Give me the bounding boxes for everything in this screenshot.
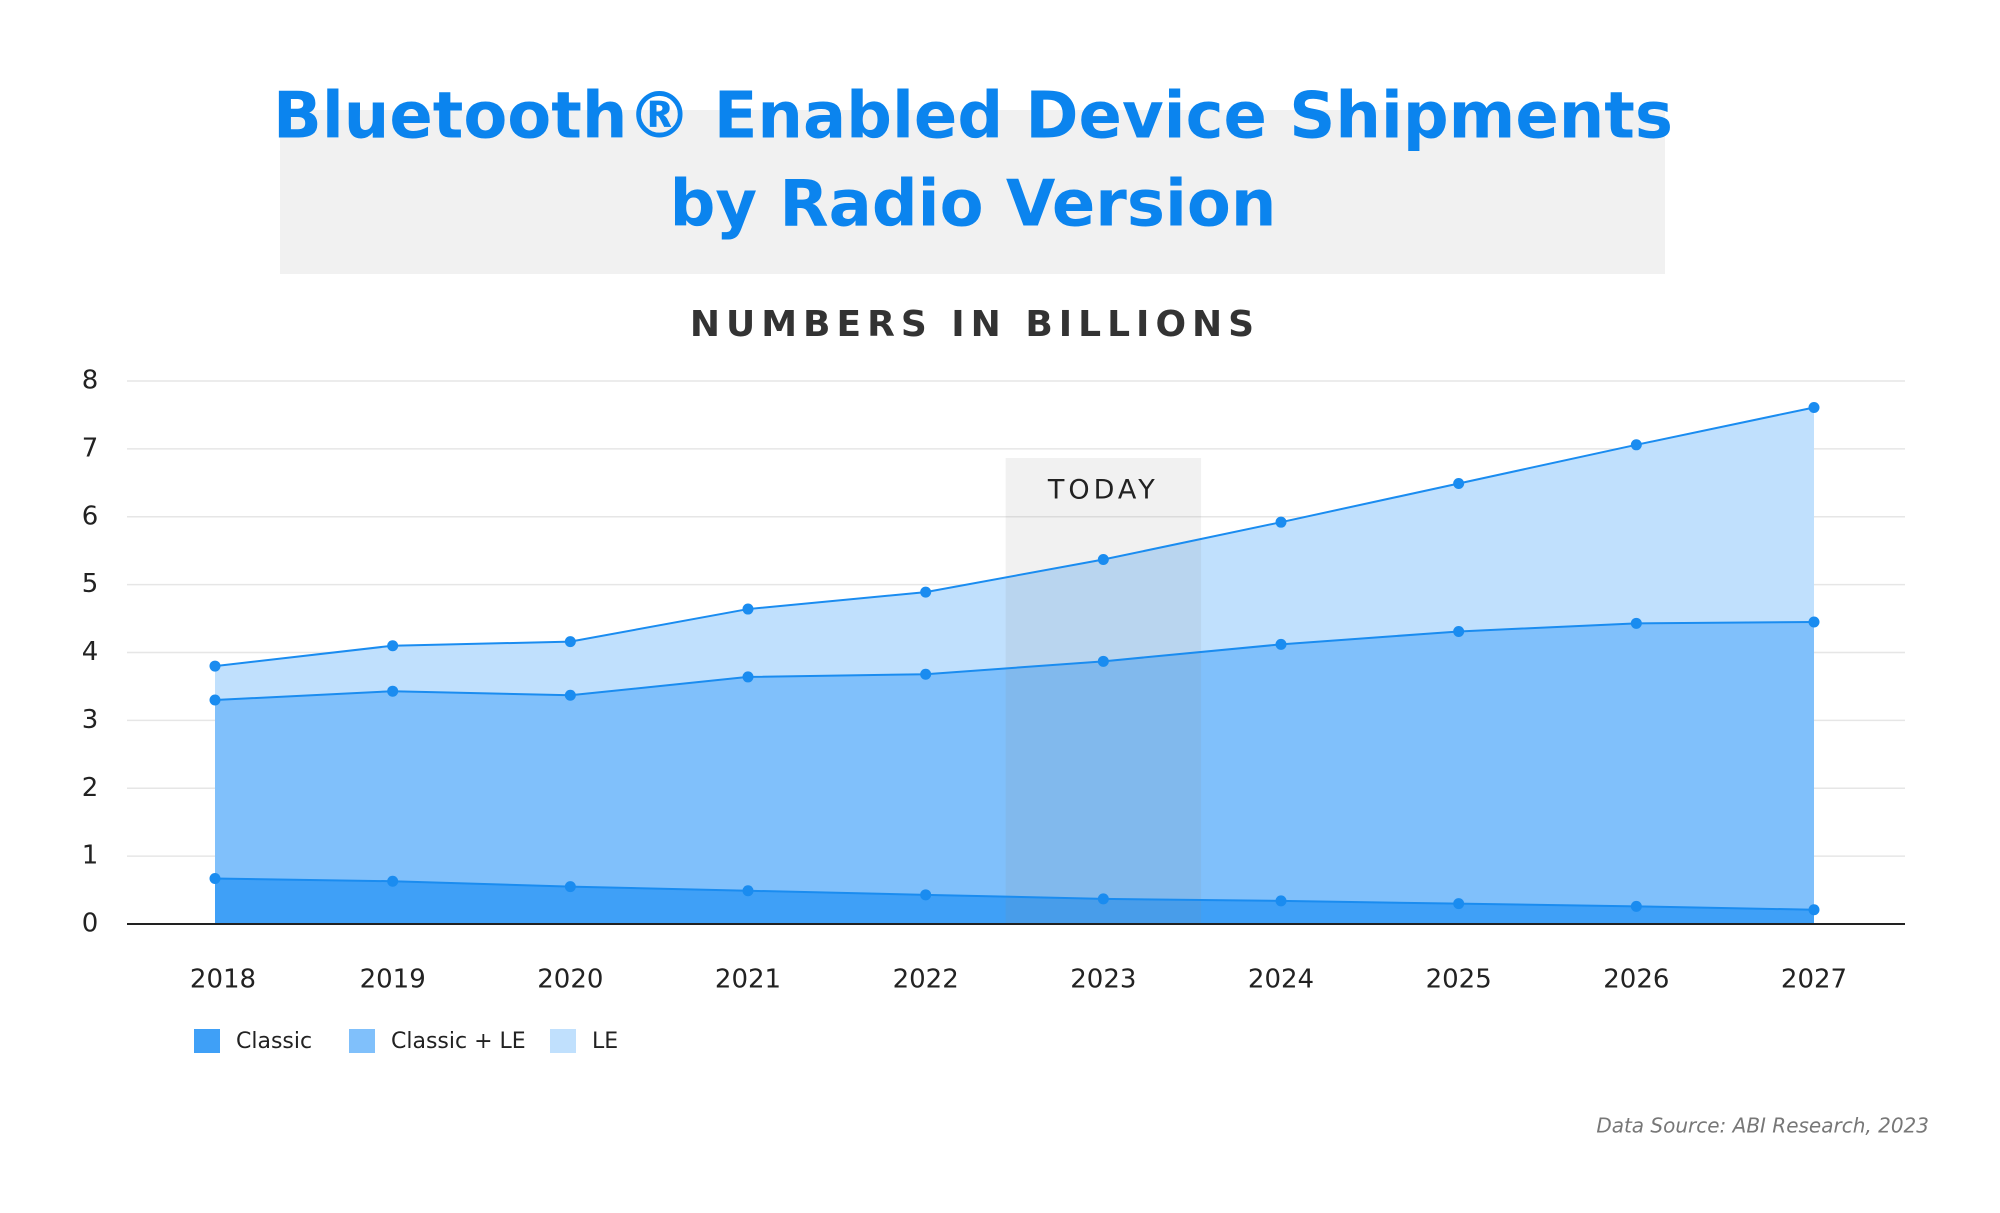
series-line [214,406,1815,668]
legend-swatch [349,1029,375,1053]
annotation: TODAY [1047,475,1159,506]
point [387,685,399,697]
x-tick-label: 2020 [537,965,603,995]
x-tick-label: 2021 [715,965,781,995]
x-tick-label: 2023 [1070,965,1136,995]
point [920,586,932,598]
point [387,640,399,652]
point [564,689,576,701]
point [209,694,221,706]
point [1453,898,1465,910]
x-tick-label: 2026 [1603,965,1669,995]
legend-label: Classic + LE [391,1029,526,1054]
point [209,873,221,885]
point [920,889,932,901]
x-tick-label: 2025 [1426,965,1492,995]
x-tick-label: 2027 [1781,965,1847,995]
point [1808,904,1820,916]
point [564,881,576,893]
chart-title: Bluetooth® Enabled Device Shipments [273,80,1673,154]
x-tick-label: 2018 [190,965,256,995]
point [1275,895,1287,907]
legend-swatch [194,1029,220,1053]
title-box [280,110,1665,274]
legend-label: LE [592,1029,618,1054]
y-tick-label: 0 [82,909,99,939]
point [1808,401,1820,413]
point [742,885,754,897]
legend-swatch [550,1029,576,1053]
area [215,407,1814,701]
point [1275,516,1287,528]
chart-subtitle: NUMBERS IN BILLIONS [690,304,1260,345]
chart-title: by Radio Version [670,168,1277,242]
y-tick-label: 1 [82,841,99,871]
point [1097,554,1109,566]
x-tick-label: 2022 [893,965,959,995]
point [920,668,932,680]
y-tick-label: 7 [82,433,99,463]
y-tick-label: 6 [82,501,99,531]
area [215,878,1814,924]
source-note: Data Source: ABI Research, 2023 [1596,1114,1929,1138]
point [742,603,754,615]
point [1097,655,1109,667]
y-tick-label: 4 [82,637,99,667]
point [1630,900,1642,912]
series-line [214,620,1815,702]
x-tick-label: 2024 [1248,965,1314,995]
point [1275,638,1287,650]
point [742,671,754,683]
point [1453,477,1465,489]
y-tick-label: 5 [82,569,99,599]
point [1097,893,1109,905]
y-tick-label: 2 [82,773,99,803]
point [1630,617,1642,629]
today-band [1005,458,1202,924]
series-line [214,877,1815,911]
y-tick-label: 8 [82,366,99,396]
legend-label: Classic [236,1029,312,1054]
point [564,636,576,648]
point [1630,439,1642,451]
area [215,621,1814,910]
point [387,875,399,887]
point [1808,616,1820,628]
point [1453,625,1465,637]
y-tick-label: 3 [82,705,99,735]
x-tick-label: 2019 [360,965,426,995]
point [209,660,221,672]
